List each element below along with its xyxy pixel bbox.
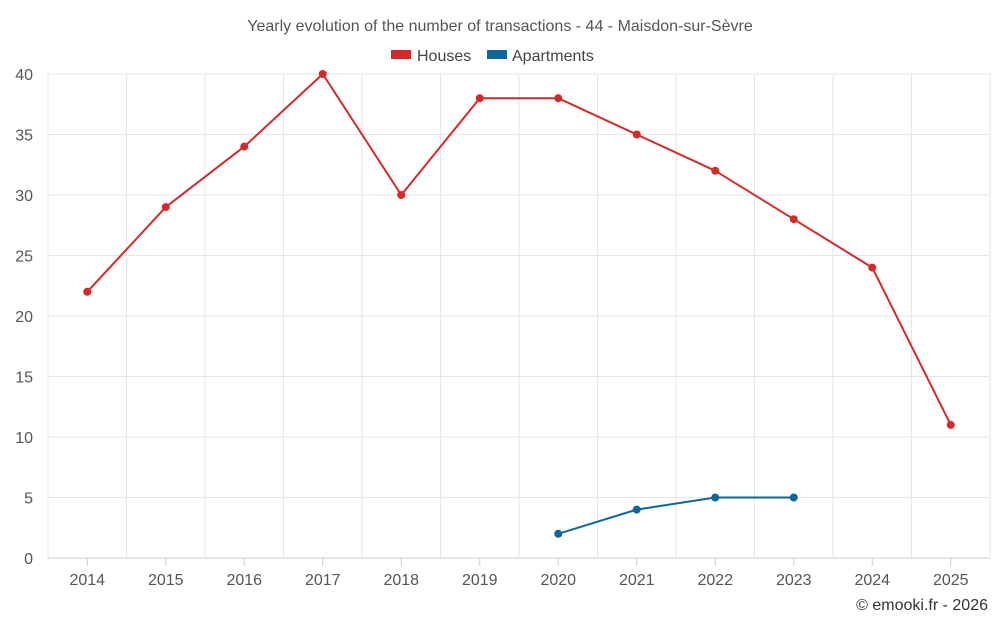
legend-item-apartments[interactable]: Apartments: [487, 48, 594, 65]
gridlines: [47, 73, 991, 558]
data-point-apartments[interactable]: [554, 529, 563, 538]
data-point-houses[interactable]: [397, 191, 406, 199]
x-tick-label: 2019: [462, 572, 498, 589]
data-point-apartments[interactable]: [632, 505, 641, 514]
data-point-apartments[interactable]: [789, 493, 798, 502]
legend-swatch-houses: [391, 50, 411, 59]
y-tick-label: 20: [15, 309, 33, 326]
data-point-houses[interactable]: [789, 215, 798, 224]
data-point-houses[interactable]: [83, 287, 92, 296]
x-tick-label: 2015: [148, 572, 184, 589]
series-line-houses: [86, 73, 952, 426]
x-tick-label: 2022: [697, 572, 733, 589]
data-point-houses[interactable]: [946, 420, 955, 429]
x-tick-label: 2025: [933, 572, 969, 589]
y-tick-label: 30: [15, 188, 33, 205]
data-point-houses[interactable]: [711, 166, 720, 175]
y-tick-label: 40: [15, 67, 33, 84]
legend-item-houses[interactable]: Houses: [391, 48, 471, 65]
data-point-houses[interactable]: [868, 263, 877, 272]
y-tick-label: 5: [24, 491, 33, 508]
legend: Houses Apartments: [391, 48, 594, 65]
series: [83, 70, 955, 538]
y-tick-label: 10: [15, 430, 33, 447]
y-tick-label: 25: [15, 249, 33, 266]
legend-swatch-apartments: [487, 50, 507, 59]
chart-title: Yearly evolution of the number of transa…: [247, 18, 753, 35]
series-apartments: [554, 493, 798, 538]
x-tick-label: 2020: [540, 572, 576, 589]
x-tick-label: 2024: [854, 572, 890, 589]
legend-label-apartments: Apartments: [512, 48, 594, 65]
data-point-houses[interactable]: [632, 130, 641, 139]
x-tick-label: 2016: [226, 572, 262, 589]
y-tick-label: 15: [15, 370, 33, 387]
data-point-houses[interactable]: [240, 142, 249, 151]
data-point-houses[interactable]: [475, 94, 484, 103]
x-tick-label: 2014: [69, 572, 105, 589]
series-houses: [83, 70, 955, 429]
y-tick-label: 0: [24, 551, 33, 568]
data-point-houses[interactable]: [318, 70, 327, 78]
legend-label-houses: Houses: [417, 48, 471, 65]
credit-text: © emooki.fr - 2026: [856, 597, 988, 614]
series-line-apartments: [557, 496, 794, 535]
x-tick-label: 2023: [776, 572, 812, 589]
data-point-houses[interactable]: [161, 203, 170, 212]
x-tick-label: 2017: [305, 572, 341, 589]
data-point-apartments[interactable]: [711, 493, 720, 502]
x-tick-label: 2018: [383, 572, 419, 589]
y-tick-label: 35: [15, 128, 33, 145]
data-point-houses[interactable]: [554, 94, 563, 103]
x-tick-label: 2021: [619, 572, 655, 589]
